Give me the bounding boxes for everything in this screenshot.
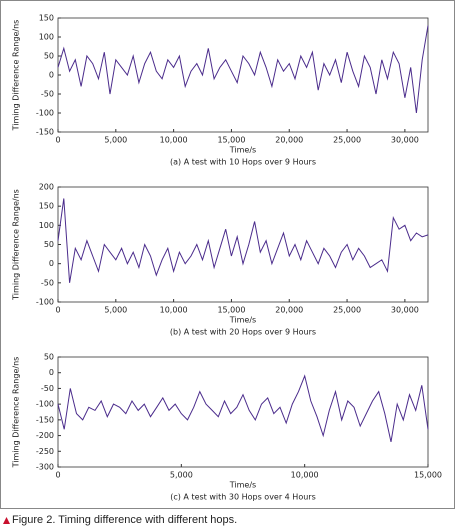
y-tick-label: -50 [41,384,54,393]
y-tick-label: 150 [39,14,54,23]
subtitle: (c) A test with 30 Hops over 4 Hours [170,493,316,502]
x-tick-label: 25,000 [333,306,361,315]
y-tick-label: -50 [41,278,54,287]
y-tick-label: 50 [44,353,54,362]
x-tick-label: 15,000 [414,471,442,480]
y-tick-label: -100 [36,109,54,118]
x-tick-label: 30,000 [391,136,419,145]
y-tick-label: 50 [44,52,54,61]
plot-frame [57,356,429,468]
caption-marker [3,517,10,524]
y-tick-label: -100 [36,400,54,409]
x-axis-label: Time/s [229,316,256,325]
y-tick-label: 100 [39,221,54,230]
caption: Figure 2. Timing difference with differe… [12,514,237,526]
y-tick-label: 100 [39,33,54,42]
y-tick-label: 200 [39,183,54,192]
subtitle: (b) A test with 20 Hops over 9 Hours [170,328,316,337]
x-tick-label: 30,000 [391,306,419,315]
x-tick-label: 15,000 [217,136,245,145]
y-tick-label: -100 [36,298,54,307]
y-tick-label: -150 [36,128,54,137]
x-tick-label: 0 [55,471,60,480]
y-tick-label: 0 [49,71,54,80]
y-axis-label: Timing Difference Range/ns [12,189,21,301]
x-tick-label: 10,000 [291,471,319,480]
x-tick-label: 0 [55,136,60,145]
data-line [57,198,429,283]
x-tick-label: 5,000 [170,471,193,480]
y-tick-label: 150 [39,202,54,211]
x-tick-label: 10,000 [160,306,188,315]
data-line [57,25,429,114]
x-tick-label: 20,000 [275,136,303,145]
x-tick-label: 5,000 [104,306,127,315]
x-tick-label: 15,000 [217,306,245,315]
x-axis-label: Time/s [229,481,256,490]
y-tick-label: -50 [41,90,54,99]
y-tick-label: 0 [49,368,54,377]
x-tick-label: 0 [55,306,60,315]
x-tick-label: 10,000 [160,136,188,145]
y-axis-label: Timing Difference Range/ns [12,357,21,469]
y-tick-label: -200 [36,431,54,440]
x-tick-label: 20,000 [275,306,303,315]
plot-frame [57,186,429,303]
y-tick-label: -300 [36,463,54,472]
x-tick-label: 25,000 [333,136,361,145]
x-axis-label: Time/s [229,146,256,155]
y-axis-label: Timing Difference Range/ns [12,20,21,132]
y-tick-label: -250 [36,447,54,456]
x-tick-label: 5,000 [104,136,127,145]
y-tick-label: 0 [49,259,54,268]
y-tick-label: -150 [36,415,54,424]
y-tick-label: 50 [44,240,54,249]
subtitle: (a) A test with 10 Hops over 9 Hours [170,158,316,167]
data-line [57,374,429,443]
